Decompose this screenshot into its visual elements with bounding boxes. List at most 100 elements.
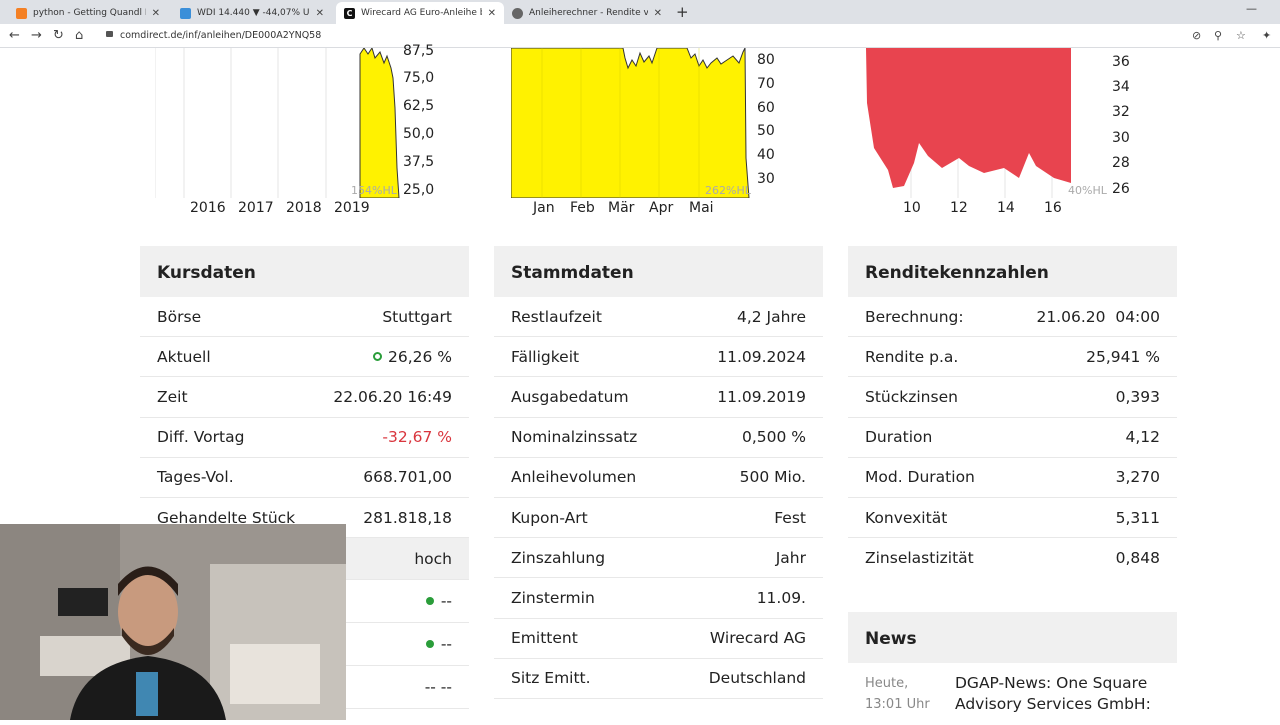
row-label: Gehandelte Stück [157,508,296,527]
comdirect-icon: C [344,7,355,19]
row-label: Duration [865,428,933,447]
chart-ytd-plot [511,48,750,198]
kursdaten-row-boerse: Börse Stuttgart [140,297,469,338]
chart-5-years-plot [155,48,400,198]
row-value: 281.818,18 [363,508,452,527]
row-value: -- [440,592,452,611]
row-label: Restlaufzeit [511,307,602,326]
reload-icon[interactable]: ↻ [53,28,64,43]
y-tick: 28 [1112,155,1130,171]
news-time-day: Heute, [865,676,909,691]
hl-label: 262%HL [705,184,751,197]
lock-icon [106,31,113,37]
bookmark-star-icon[interactable]: ☆ [1236,29,1246,42]
rendite-row: Duration 4,12 [848,418,1177,458]
y-tick: 75,0 [403,70,435,86]
tab-title: WDI 14.440 ▼ -44,07% Unname... [197,8,310,18]
row-label: Zeit [157,387,188,406]
row-value: -- -- [424,678,452,697]
row-label: Stückzinsen [865,387,958,406]
rendite-row: Stückzinsen 0,393 [848,377,1177,418]
browser-tab-1[interactable]: python - Getting Quandl Data via... ✕ [8,2,168,24]
hl-label: 40%HL [1068,184,1107,197]
row-value: 500 Mio. [739,468,806,487]
stammdaten-row: Restlaufzeit 4,2 Jahre [494,297,823,338]
x-tick: 2019 [334,200,370,216]
y-tick: 36 [1112,54,1130,70]
close-icon[interactable]: ✕ [487,7,496,19]
minimize-button[interactable]: — [1246,2,1257,15]
row-label: Tages-Vol. [157,468,234,487]
status-dot-icon [425,640,434,649]
row-value: 0,500 % [741,428,806,447]
row-value: -32,67 % [382,428,452,447]
news-title: News [848,612,1177,663]
row-value: 11.09.2019 [717,387,806,406]
y-tick: 26 [1112,181,1130,197]
y-tick: 80 [757,52,775,68]
close-icon[interactable]: ✕ [151,7,160,19]
browser-tab-3-active[interactable]: C Wirecard AG Euro-Anleihe bis 11... ✕ [336,2,504,24]
row-value: 0,393 [1115,387,1160,406]
stammdaten-card: Stammdaten Restlaufzeit 4,2 Jahre Fälligk… [494,246,823,699]
row-label: Mod. Duration [865,468,975,487]
row-value: 21.06.20 04:00 [1036,307,1160,326]
rendite-row: Mod. Duration 3,270 [848,458,1177,498]
x-tick: Mai [689,200,714,216]
browser-tab-2[interactable]: WDI 14.440 ▼ -44,07% Unname... ✕ [172,2,332,24]
forward-icon[interactable]: → [31,28,42,43]
chart-recent-area [866,48,1071,188]
kursdaten-row-aktuell: Aktuell 26,26 % [140,337,469,378]
y-tick: 70 [757,76,775,92]
row-value: 5,311 [1115,508,1160,527]
status-circle-icon [372,351,382,361]
translate-icon[interactable]: ⊘ [1192,29,1202,42]
x-tick: Apr [649,200,674,216]
extensions-icon[interactable]: ✦ [1262,29,1272,42]
row-value: 0,848 [1115,549,1160,568]
rendite-row: Zinselastizität 0,848 [848,538,1177,578]
row-label: Rendite p.a. [865,347,959,366]
browser-tab-4[interactable]: Anleiherechner - Rendite von An... ✕ [504,2,670,24]
row-label: Zinselastizität [865,549,974,568]
zoom-icon[interactable]: ⚲ [1214,29,1223,42]
y-tick: 34 [1112,79,1130,95]
y-tick: 60 [757,100,775,116]
news-headline-line: DGAP-News: One Square [955,674,1148,692]
back-icon[interactable]: ← [9,28,20,43]
browser-tab-bar: python - Getting Quandl Data via... ✕ WD… [0,0,1280,24]
row-value: 4,2 Jahre [736,307,806,326]
row-value: 11.09.2024 [717,347,806,366]
column-header-hoch: hoch [414,549,452,568]
new-tab-button[interactable]: + [676,3,689,21]
kursdaten-row-volumen: Tages-Vol. 668.701,00 [140,458,469,498]
news-headline[interactable]: DGAP-News: One Square Advisory Services … [955,673,1151,715]
row-label: Emittent [511,629,578,648]
stammdaten-row: Sitz Emitt. Deutschland [494,659,823,699]
row-label: Ausgabedatum [511,387,629,406]
y-tick: 32 [1112,104,1130,120]
chart-5-years-area [359,48,400,198]
row-label: Zinstermin [511,588,595,607]
rendite-row: Berechnung: 21.06.20 04:00 [848,297,1177,338]
x-tick: 14 [997,200,1015,216]
x-tick: Feb [570,200,595,216]
kursdaten-row-stueck: Gehandelte Stück 281.818,18 [140,498,469,539]
row-value: 22.06.20 16:49 [333,387,452,406]
home-icon[interactable]: ⌂ [75,28,84,43]
row-label: Berechnung: [865,307,964,326]
rendite-title: Renditekennzahlen [848,246,1177,297]
news-headline-line: Advisory Services GmbH: [955,695,1151,713]
rendite-row: Rendite p.a. 25,941 % [848,337,1177,378]
news-item[interactable]: Heute, 13:01 Uhr DGAP-News: One Square A… [848,663,1177,725]
row-label: Diff. Vortag [157,428,245,447]
y-tick: 87,5 [403,43,435,59]
row-value: 3,270 [1115,468,1160,487]
url-field[interactable]: comdirect.de/inf/anleihen/DE000A2YNQ58 [120,30,322,41]
tab-title: Wirecard AG Euro-Anleihe bis 11... [361,8,482,18]
row-value: Fest [774,508,806,527]
close-icon[interactable]: ✕ [653,7,662,19]
news-card: News Heute, 13:01 Uhr DGAP-News: One Squ… [848,612,1177,725]
close-icon[interactable]: ✕ [315,7,324,19]
stammdaten-row: Ausgabedatum 11.09.2019 [494,377,823,418]
